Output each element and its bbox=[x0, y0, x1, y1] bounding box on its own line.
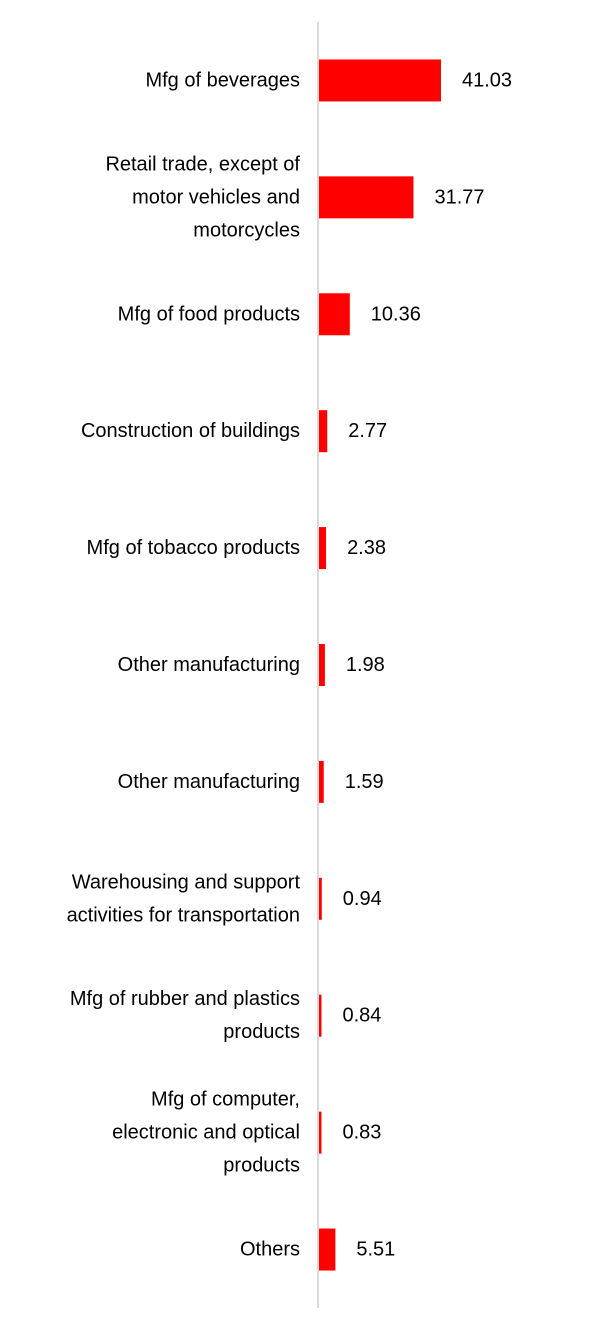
bar-4 bbox=[319, 527, 327, 570]
value-label-2: 10.36 bbox=[371, 303, 421, 325]
category-label-line: Mfg of food products bbox=[118, 303, 300, 325]
category-label-2: Mfg of food products bbox=[118, 303, 300, 325]
category-label-0: Mfg of beverages bbox=[145, 69, 300, 91]
labels-layer: 41.03 Mfg of beverages 31.77 Retail trade, … bbox=[67, 69, 513, 1260]
bar-1 bbox=[319, 176, 414, 219]
value-label-1: 31.77 bbox=[434, 186, 484, 208]
bar-10 bbox=[319, 1228, 336, 1271]
value-label-10: 5.51 bbox=[356, 1239, 395, 1261]
bars-layer bbox=[319, 59, 441, 1271]
category-label-line: Retail trade, except of bbox=[105, 153, 300, 175]
category-label-3: Construction of buildings bbox=[81, 420, 300, 442]
category-label-5: Other manufacturing bbox=[118, 654, 300, 676]
category-label-line: products bbox=[223, 1155, 300, 1177]
category-label-line: activities for transportation bbox=[67, 904, 300, 926]
category-label-line: products bbox=[223, 1021, 300, 1043]
category-label-line: Mfg of tobacco products bbox=[87, 537, 300, 559]
category-label-8: Mfg of rubber and plastics products bbox=[70, 988, 300, 1043]
category-label-line: Mfg of beverages bbox=[145, 69, 300, 91]
category-label-line: motorcycles bbox=[193, 219, 300, 241]
bar-2 bbox=[319, 293, 350, 336]
bar-3 bbox=[319, 410, 328, 453]
bar-0 bbox=[319, 59, 441, 102]
value-label-8: 0.84 bbox=[342, 1005, 381, 1027]
value-label-7: 0.94 bbox=[343, 888, 382, 910]
category-label-7: Warehousing and support activities for tr… bbox=[67, 871, 301, 926]
category-label-line: Other manufacturing bbox=[118, 654, 300, 676]
value-label-9: 0.83 bbox=[342, 1122, 381, 1144]
category-label-10: Others bbox=[240, 1239, 300, 1261]
value-label-0: 41.03 bbox=[462, 69, 512, 91]
value-label-4: 2.38 bbox=[347, 537, 386, 559]
bar-8 bbox=[319, 994, 322, 1037]
bar-6 bbox=[319, 760, 324, 803]
value-label-5: 1.98 bbox=[346, 654, 385, 676]
category-label-line: Mfg of computer, bbox=[151, 1089, 300, 1111]
value-label-3: 2.77 bbox=[348, 420, 387, 442]
category-label-6: Other manufacturing bbox=[118, 771, 300, 793]
category-label-line: motor vehicles and bbox=[132, 186, 300, 208]
bar-5 bbox=[319, 644, 325, 686]
bar-9 bbox=[319, 1111, 322, 1154]
category-label-line: Warehousing and support bbox=[72, 871, 301, 893]
category-label-4: Mfg of tobacco products bbox=[87, 537, 300, 559]
value-label-6: 1.59 bbox=[345, 771, 384, 793]
bar-7 bbox=[319, 877, 322, 920]
category-label-1: Retail trade, except of motor vehicles an… bbox=[105, 153, 300, 241]
category-label-line: Construction of buildings bbox=[81, 420, 300, 442]
category-label-line: electronic and optical bbox=[112, 1122, 300, 1144]
category-label-line: Other manufacturing bbox=[118, 771, 300, 793]
category-label-line: Mfg of rubber and plastics bbox=[70, 988, 300, 1010]
category-label-9: Mfg of computer, electronic and optical pr… bbox=[112, 1089, 300, 1177]
category-label-line: Others bbox=[240, 1239, 300, 1261]
